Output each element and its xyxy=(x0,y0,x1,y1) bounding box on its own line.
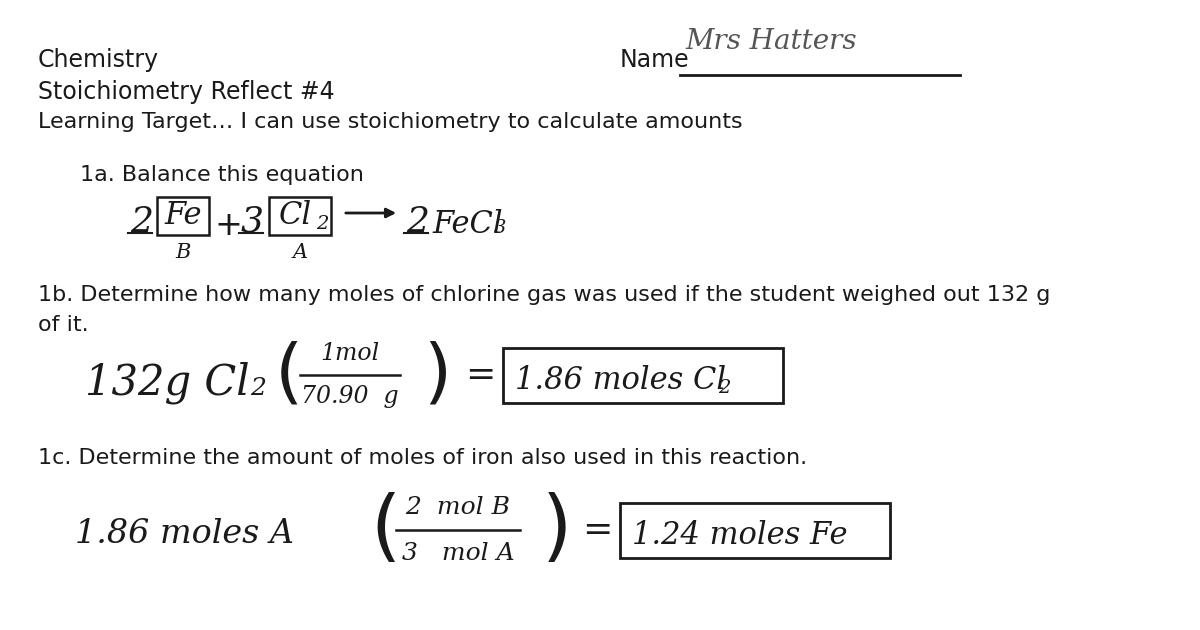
Text: (: ( xyxy=(275,340,304,410)
Text: Name: Name xyxy=(620,48,690,72)
Text: 2: 2 xyxy=(130,205,154,239)
Text: 132g Cl: 132g Cl xyxy=(85,361,250,403)
Text: 2: 2 xyxy=(406,205,430,239)
Text: 1.86 moles A: 1.86 moles A xyxy=(74,518,294,550)
Bar xyxy=(269,197,331,235)
Text: ): ) xyxy=(542,492,572,568)
Text: 2: 2 xyxy=(718,379,731,397)
Text: 1.86 moles Cl: 1.86 moles Cl xyxy=(515,365,726,396)
Text: Fe: Fe xyxy=(164,200,202,231)
Text: +: + xyxy=(215,209,242,242)
Text: Chemistry: Chemistry xyxy=(38,48,160,72)
Text: 3: 3 xyxy=(241,205,264,239)
Text: ): ) xyxy=(424,340,451,410)
Text: 2: 2 xyxy=(316,215,329,233)
Text: Learning Target… I can use stoichiometry to calculate amounts: Learning Target… I can use stoichiometry… xyxy=(38,112,743,132)
Text: Stoichiometry Reflect #4: Stoichiometry Reflect #4 xyxy=(38,80,335,104)
Text: FeCl: FeCl xyxy=(432,209,503,240)
Bar xyxy=(620,503,890,558)
Text: 2  mol B: 2 mol B xyxy=(406,496,510,520)
Text: A: A xyxy=(293,243,307,262)
Text: 1c. Determine the amount of moles of iron also used in this reaction.: 1c. Determine the amount of moles of iro… xyxy=(38,448,808,468)
Text: 3: 3 xyxy=(494,219,506,237)
Text: 3   mol A: 3 mol A xyxy=(402,542,515,566)
Text: 1b. Determine how many moles of chlorine gas was used if the student weighed out: 1b. Determine how many moles of chlorine… xyxy=(38,285,1050,305)
Text: 2: 2 xyxy=(250,377,266,400)
Text: of it.: of it. xyxy=(38,315,89,335)
Text: 70.90  g: 70.90 g xyxy=(301,386,398,408)
Text: =: = xyxy=(582,513,612,547)
Bar xyxy=(157,197,209,235)
Text: Cl: Cl xyxy=(278,200,312,231)
Text: 1a. Balance this equation: 1a. Balance this equation xyxy=(80,165,364,185)
Text: 1.24 moles Fe: 1.24 moles Fe xyxy=(632,520,847,551)
Text: 1mol: 1mol xyxy=(320,341,379,365)
Text: Mrs Hatters: Mrs Hatters xyxy=(685,28,857,55)
Bar xyxy=(503,348,784,403)
Text: (: ( xyxy=(370,492,401,568)
Text: B: B xyxy=(175,243,191,262)
Text: =: = xyxy=(466,358,496,392)
